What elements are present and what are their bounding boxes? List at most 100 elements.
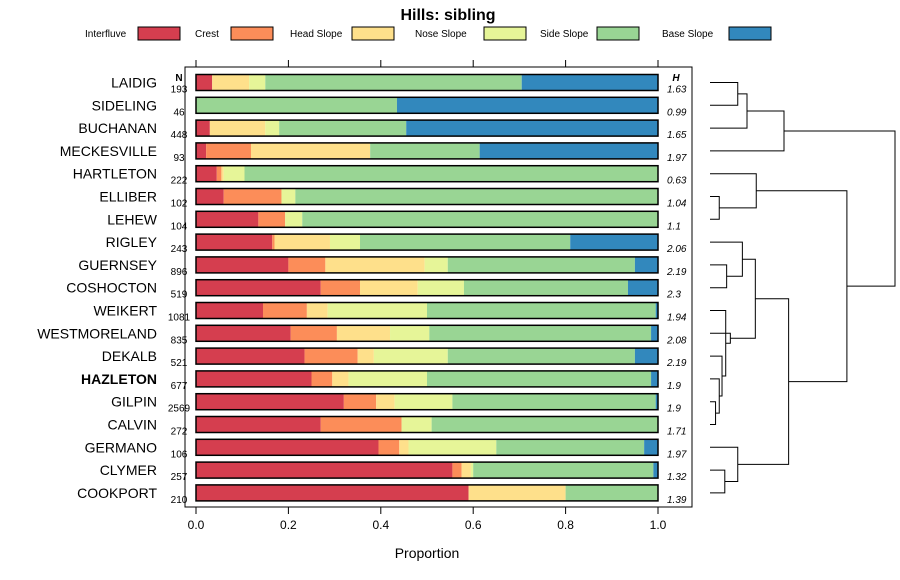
- bar-segment: [479, 142, 658, 159]
- bar-segment: [258, 211, 286, 228]
- bar-segment: [651, 370, 658, 387]
- bar-segment: [378, 439, 400, 456]
- bar-segment: [311, 370, 333, 387]
- n-label: 243: [171, 244, 188, 255]
- bar-segment: [655, 302, 658, 319]
- row-label: LEHEW: [107, 211, 158, 227]
- row-label: DEKALB: [102, 348, 157, 364]
- bar-segment: [223, 188, 282, 205]
- bar-segment: [396, 97, 658, 114]
- row-label: CLYMER: [100, 462, 157, 478]
- row-label: BUCHANAN: [78, 120, 157, 136]
- bar-segment: [565, 484, 658, 501]
- n-label: 210: [171, 495, 188, 506]
- bar-segment: [302, 211, 658, 228]
- legend-label: Interfluve: [85, 29, 127, 40]
- bar-segment: [634, 256, 658, 273]
- bar-segment: [320, 279, 361, 296]
- bar-segment: [223, 165, 245, 182]
- bar-segment: [653, 462, 658, 479]
- h-label: 2.3: [666, 290, 681, 301]
- bar-segment: [274, 234, 330, 251]
- bar-segment: [196, 416, 321, 433]
- bar-segment: [212, 74, 250, 91]
- x-axis-label: Proportion: [395, 545, 460, 561]
- dendrogram-link: [710, 446, 739, 482]
- bar-segment: [376, 393, 395, 410]
- h-label: 2.08: [666, 335, 687, 346]
- bar-segment: [209, 120, 266, 137]
- bar-segment: [627, 279, 658, 296]
- bar-segment: [399, 439, 409, 456]
- bar-segment: [644, 439, 658, 456]
- x-tick-label: 0.8: [557, 518, 574, 532]
- bar-segment: [427, 370, 652, 387]
- bar-outline: [195, 96, 659, 115]
- bar-segment: [655, 393, 658, 410]
- dendrogram: [710, 82, 896, 494]
- bar-segment: [295, 188, 658, 205]
- bar-segment: [206, 142, 251, 159]
- bar-segment: [196, 325, 291, 342]
- legend-swatch: [230, 26, 274, 41]
- dendrogram-link: [756, 190, 848, 383]
- dendrogram-link: [710, 264, 728, 289]
- bar-segment: [521, 74, 658, 91]
- dendrogram-link: [710, 82, 739, 106]
- h-label: 1.71: [667, 427, 686, 438]
- n-label: 896: [171, 267, 188, 278]
- bar-segment: [336, 325, 391, 342]
- bar-outline: [195, 484, 659, 502]
- h-label: 1.32: [667, 472, 687, 483]
- n-label: 272: [171, 427, 188, 438]
- x-axis: 0.0 0.2 0.4 0.6 0.8 1.0: [188, 60, 667, 532]
- bar-segment: [463, 279, 628, 296]
- bar-segment: [196, 74, 213, 91]
- bar-segment: [196, 302, 263, 319]
- bar-outline: [195, 301, 659, 320]
- bar-segment: [290, 325, 337, 342]
- x-tick-label: 0.4: [372, 518, 389, 532]
- bar-segment: [401, 416, 432, 433]
- h-label: 1.97: [667, 449, 687, 460]
- row-labels: LAIDIG SIDELING BUCHANAN MECKESVILLE HARTLET…: [37, 75, 158, 501]
- row-label: SIDELING: [92, 97, 157, 113]
- bar-segment: [447, 256, 635, 273]
- n-label: 835: [171, 335, 188, 346]
- h-label: 0.99: [667, 107, 687, 118]
- chart-title: Hills: sibling: [400, 7, 495, 24]
- bar-segment: [452, 393, 656, 410]
- h-label: 1.97: [667, 153, 687, 164]
- bar-segment: [496, 439, 645, 456]
- dendrogram-link: [710, 401, 717, 425]
- h-label: 1.63: [667, 85, 687, 96]
- bar-segment: [196, 97, 397, 114]
- bar-segment: [196, 439, 379, 456]
- h-label: 2.06: [666, 244, 687, 255]
- legend-label: Crest: [195, 29, 219, 40]
- h-label: 1.1: [667, 221, 681, 232]
- h-label: 2.19: [666, 358, 687, 369]
- bar-segment: [285, 211, 303, 228]
- n-header: N: [175, 73, 182, 84]
- bar-segment: [304, 348, 358, 365]
- bar-segment: [265, 74, 522, 91]
- h-label: 1.04: [667, 199, 687, 210]
- h-label: 1.9: [667, 381, 681, 392]
- n-label: 257: [171, 472, 188, 483]
- bar-segment: [196, 142, 207, 159]
- h-label: 0.63: [667, 176, 687, 187]
- bar-segment: [357, 348, 374, 365]
- bar-outline: [195, 164, 659, 183]
- bar-segment: [406, 120, 658, 137]
- bar-outline: [195, 347, 659, 365]
- bar-segment: [288, 256, 326, 273]
- legend-swatch: [351, 26, 395, 41]
- bar-segment: [244, 165, 658, 182]
- bar-segment: [196, 370, 312, 387]
- bar-segment: [424, 256, 448, 273]
- row-label: GERMANO: [85, 439, 157, 455]
- bar-segment: [470, 462, 474, 479]
- row-label: HAZLETON: [81, 371, 157, 387]
